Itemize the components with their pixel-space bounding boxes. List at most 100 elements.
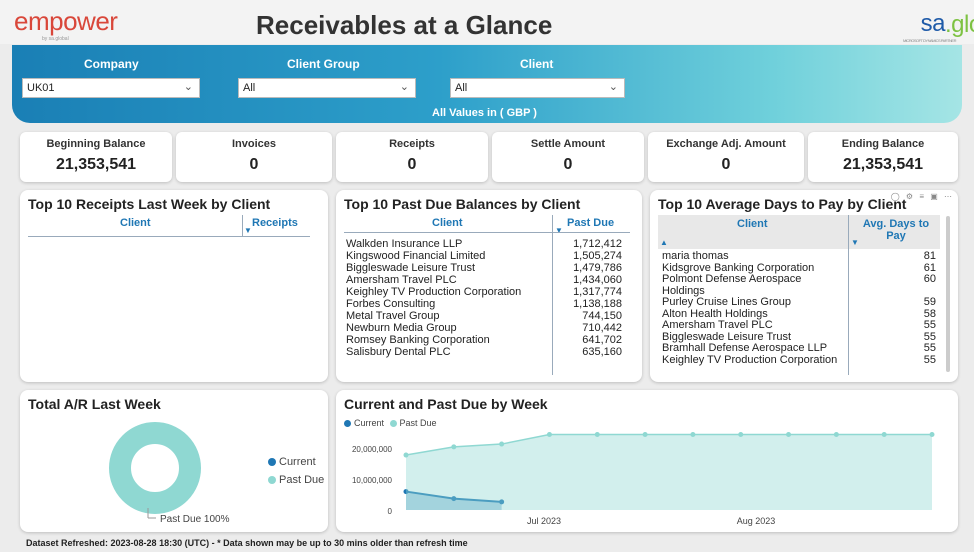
table-row[interactable]: Biggleswade Leisure Trust 55 xyxy=(662,331,936,343)
kpi-settle-amount[interactable]: Settle Amount 0 xyxy=(492,132,644,182)
days-to-pay-panel: Top 10 Average Days to Pay by Client ◯ ⚙… xyxy=(650,190,958,382)
table-row[interactable]: Amersham Travel PLC 1,434,060 xyxy=(346,274,622,286)
legend-item-past-due[interactable]: Past Due xyxy=(268,474,324,486)
cell-client: Biggleswade Leisure Trust xyxy=(662,330,792,343)
legend-dot-icon xyxy=(389,420,397,427)
column-header-past-due[interactable]: Past Due xyxy=(567,217,615,229)
column-header-client[interactable]: Client xyxy=(120,217,151,229)
table-row[interactable]: Kidsgrove Banking Corporation 61 xyxy=(662,262,936,274)
y-tick-label: 0 xyxy=(388,507,393,516)
legend-item-current[interactable]: Current xyxy=(268,456,316,468)
ar-panel: Total A/R Last Week Past Due 100% Curren… xyxy=(20,390,328,532)
table-row[interactable]: Amersham Travel PLC 55 xyxy=(662,319,936,331)
kpi-value: 21,353,541 xyxy=(842,156,924,173)
column-header-avg-days[interactable]: Avg. Days to Pay xyxy=(858,218,934,242)
data-point[interactable] xyxy=(451,496,457,502)
data-point[interactable] xyxy=(499,499,505,505)
data-point[interactable] xyxy=(929,431,935,437)
data-point[interactable] xyxy=(546,431,552,437)
data-point[interactable] xyxy=(833,431,839,437)
cell-past-due: 1,479,786 xyxy=(573,262,622,274)
past-due-panel: Top 10 Past Due Balances by Client Clien… xyxy=(336,190,642,382)
kpi-label: Ending Balance xyxy=(841,138,925,150)
page-title: Receivables at a Glance xyxy=(256,10,553,40)
cell-client: Amersham Travel PLC xyxy=(346,274,457,286)
table-row[interactable]: Newburn Media Group 710,442 xyxy=(346,322,622,334)
table-row[interactable]: Alton Health Holdings 58 xyxy=(662,308,936,320)
kpi-invoices[interactable]: Invoices 0 xyxy=(176,132,332,182)
area-chart: 20,000,000 10,000,000 0 Jul 2023 Aug 202… xyxy=(352,431,935,526)
table-row[interactable]: Keighley TV Production Corporation 1,317,… xyxy=(346,286,622,298)
filter-band: Company UK01 ⌄ Client Group All ⌄ Client… xyxy=(12,45,962,123)
data-point[interactable] xyxy=(642,431,648,437)
header-underline xyxy=(344,232,630,233)
kpi-label: Settle Amount xyxy=(530,138,606,150)
cell-avg-days: 81 xyxy=(923,250,936,262)
company-dropdown[interactable]: UK01 ⌄ xyxy=(22,78,200,98)
sort-arrow-icon[interactable]: ▼ xyxy=(851,238,859,247)
chevron-down-icon: ⌄ xyxy=(183,81,193,93)
sa-global-logo: sa.global MICROSOFT DYNAMICS PARTNER xyxy=(903,10,974,43)
data-point[interactable] xyxy=(738,431,744,437)
cell-past-due: 710,442 xyxy=(582,322,622,334)
table-row[interactable]: Holdings xyxy=(662,285,936,297)
table-row[interactable]: Romsey Banking Corporation 641,702 xyxy=(346,334,622,346)
table-row[interactable]: Forbes Consulting 1,138,188 xyxy=(346,298,622,310)
data-point[interactable] xyxy=(881,431,887,437)
data-point[interactable] xyxy=(499,441,505,447)
cell-client: maria thomas xyxy=(662,250,729,262)
cell-avg-days: 55 xyxy=(923,330,936,343)
sort-arrow-up-icon[interactable]: ▲ xyxy=(660,238,668,247)
empower-logo-text: empower xyxy=(14,6,118,36)
client-group-dropdown[interactable]: All ⌄ xyxy=(238,78,416,98)
cell-client: Bramhall Defense Aerospace LLP xyxy=(662,342,828,354)
table-row[interactable]: Purley Cruise Lines Group 59 xyxy=(662,296,936,308)
scrollbar[interactable] xyxy=(946,216,950,372)
table-row[interactable]: Keighley TV Production Corporation 55 xyxy=(662,354,936,366)
kpi-exchange-adj-amount[interactable]: Exchange Adj. Amount 0 xyxy=(648,132,804,182)
table-row[interactable]: Biggleswade Leisure Trust 1,479,786 xyxy=(346,262,622,274)
cell-client: Romsey Banking Corporation xyxy=(346,334,490,346)
table-row[interactable]: Polmont Defense Aerospace 60 xyxy=(662,273,936,285)
column-header-receipts[interactable]: Receipts xyxy=(252,217,298,229)
table-row[interactable]: Salisbury Dental PLC 635,160 xyxy=(346,346,622,358)
sort-arrow-icon[interactable]: ▼ xyxy=(555,226,563,235)
cell-client: Alton Health Holdings xyxy=(662,307,768,320)
kpi-beginning-balance[interactable]: Beginning Balance 21,353,541 xyxy=(20,132,172,182)
data-point[interactable] xyxy=(403,489,409,495)
data-point[interactable] xyxy=(594,431,600,437)
visual-header-icons[interactable]: ◯ ⚙ ≡ ▣ ⋯ xyxy=(890,192,954,201)
table-row[interactable]: maria thomas 81 xyxy=(662,250,936,262)
brand-text-b: .global xyxy=(945,11,974,38)
client-dropdown[interactable]: All ⌄ xyxy=(450,78,625,98)
data-point[interactable] xyxy=(786,431,792,437)
cell-client: Salisbury Dental PLC xyxy=(346,346,451,358)
series-area-past-due xyxy=(406,434,932,510)
legend-item-past-due[interactable]: Past Due xyxy=(389,418,437,428)
legend-dot-icon xyxy=(344,420,351,427)
kpi-label: Exchange Adj. Amount xyxy=(666,138,786,150)
sort-arrow-icon[interactable]: ▼ xyxy=(244,226,252,235)
donut-slice-past-due[interactable] xyxy=(109,422,201,514)
x-tick-label: Aug 2023 xyxy=(737,516,776,526)
kpi-value: 21,353,541 xyxy=(55,156,137,173)
header-underline xyxy=(28,236,310,237)
table-row[interactable]: Walkden Insurance LLP 1,712,412 xyxy=(346,238,622,250)
data-point[interactable] xyxy=(690,431,696,437)
table-row[interactable]: Kingswood Financial Limited 1,505,274 xyxy=(346,250,622,262)
column-header-client[interactable]: Client xyxy=(432,217,463,229)
table-row[interactable]: Bramhall Defense Aerospace LLP 55 xyxy=(662,342,936,354)
x-tick-label: Jul 2023 xyxy=(527,516,561,526)
column-divider xyxy=(552,215,553,375)
kpi-ending-balance[interactable]: Ending Balance 21,353,541 xyxy=(808,132,958,182)
currency-note: All Values in ( GBP ) xyxy=(432,107,537,119)
legend-label: Current xyxy=(354,418,385,428)
cell-past-due: 1,434,060 xyxy=(573,274,622,286)
column-header-client[interactable]: Client xyxy=(737,218,768,230)
kpi-receipts[interactable]: Receipts 0 xyxy=(336,132,488,182)
legend-item-current[interactable]: Current xyxy=(344,418,384,428)
cell-past-due: 635,160 xyxy=(582,346,622,358)
data-point[interactable] xyxy=(451,444,457,450)
data-point[interactable] xyxy=(403,452,409,458)
table-row[interactable]: Metal Travel Group 744,150 xyxy=(346,310,622,322)
